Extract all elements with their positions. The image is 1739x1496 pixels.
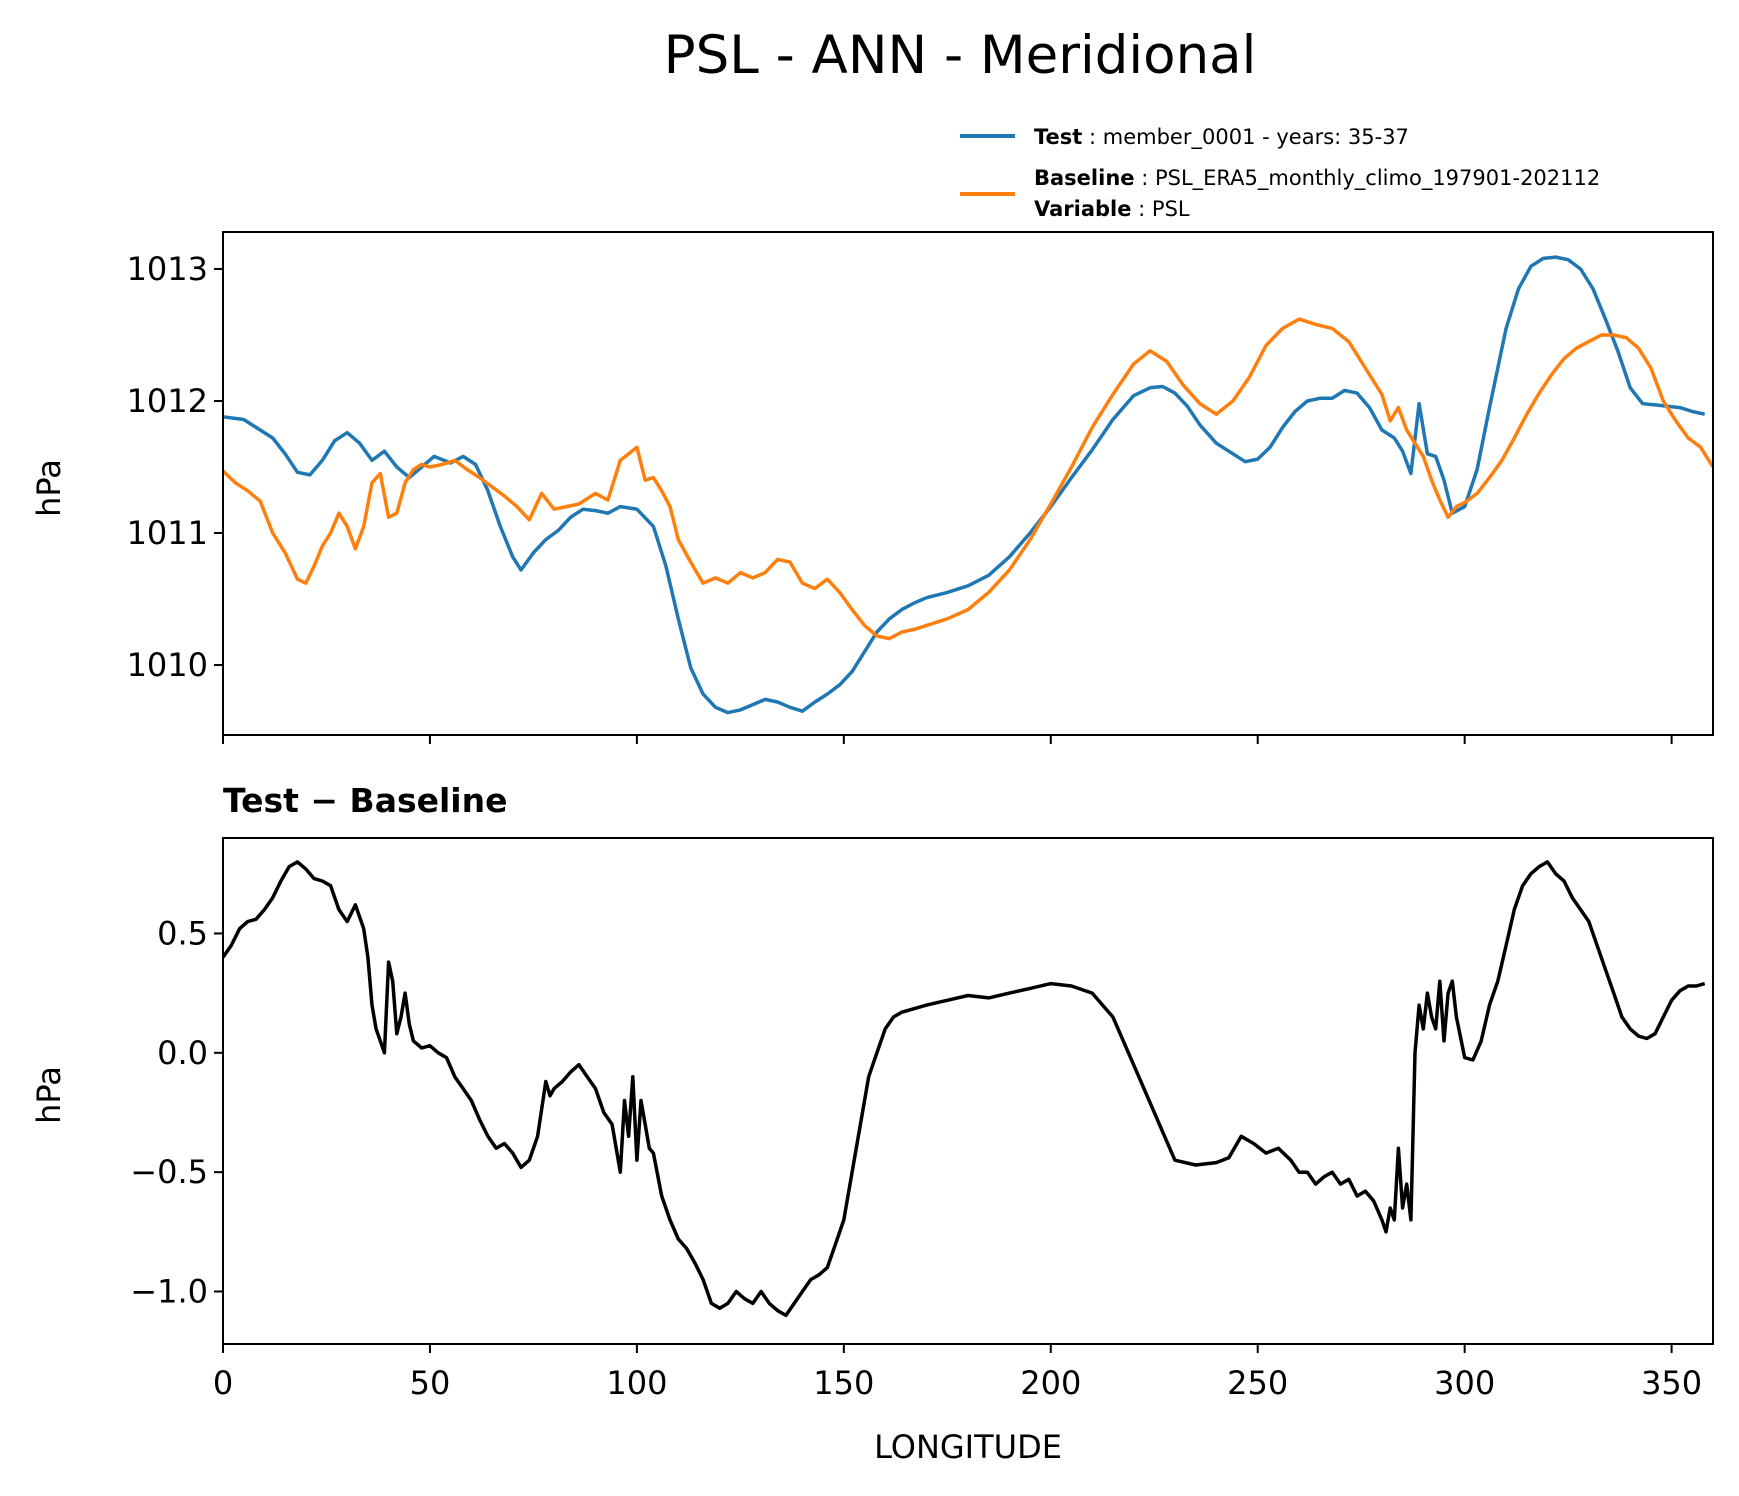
bottom-ylabel: hPa (30, 1066, 68, 1124)
legend-variable-label: Variable (1034, 197, 1131, 221)
legend-baseline-entry: Baseline : PSL_ERA5_monthly_climo_197901… (1034, 166, 1600, 191)
y-tick-label: 1012 (127, 382, 208, 420)
series-line-baseline (221, 317, 1715, 641)
y-tick-label: 1011 (127, 514, 208, 552)
x-tick-label: 300 (1434, 1364, 1495, 1402)
x-tick-label: 250 (1227, 1364, 1288, 1402)
legend: Test : member_0001 - years: 35-37 Baseli… (960, 125, 1600, 221)
bottom-series-group (221, 860, 1706, 1318)
x-tick-label: 100 (606, 1364, 667, 1402)
top-ylabel: hPa (30, 459, 68, 517)
series-line-test-baseline (221, 860, 1706, 1318)
bottom-xlabel: LONGITUDE (874, 1428, 1062, 1466)
figure-title: PSL - ANN - Meridional (664, 25, 1257, 86)
legend-baseline-text: PSL_ERA5_monthly_climo_197901-202112 (1155, 166, 1600, 191)
bottom-ticks: 0.5 0.0 −0.5 −1.0 0 50 100 150 200 250 300 350 (130, 914, 1702, 1402)
top-series-group (221, 255, 1715, 715)
x-tick-label: 50 (410, 1364, 451, 1402)
y-tick-label: −0.5 (130, 1153, 208, 1191)
legend-test-text: member_0001 - years: 35-37 (1103, 125, 1409, 150)
bottom-axes-frame (222, 837, 1714, 1345)
x-tick-label: 200 (1020, 1364, 1081, 1402)
y-tick-label: 1013 (127, 250, 208, 288)
bottom-subtitle: Test − Baseline (223, 781, 508, 820)
legend-variable-text: PSL (1152, 197, 1190, 221)
x-tick-label: 150 (813, 1364, 874, 1402)
bottom-axes: Test − Baseline 0.5 0.0 −0.5 −1.0 0 50 100 150 2… (30, 781, 1714, 1466)
legend-test-label: Test (1034, 125, 1082, 149)
legend-variable-entry: Variable : PSL (1034, 197, 1190, 221)
top-axes-frame (222, 231, 1714, 736)
y-tick-label: 1010 (127, 646, 208, 684)
series-line-test (222, 255, 1706, 715)
x-tick-label: 350 (1641, 1364, 1702, 1402)
y-tick-label: 0.5 (157, 914, 208, 952)
legend-baseline-label: Baseline (1034, 166, 1135, 190)
top-ticks: 1010 1011 1012 1013 (127, 250, 1673, 744)
legend-test-entry: Test : member_0001 - years: 35-37 (1034, 125, 1409, 150)
y-tick-label: 0.0 (157, 1034, 208, 1072)
x-tick-label: 0 (213, 1364, 233, 1402)
y-tick-label: −1.0 (130, 1272, 208, 1310)
top-axes: 1010 1011 1012 1013 hPa (30, 231, 1715, 744)
